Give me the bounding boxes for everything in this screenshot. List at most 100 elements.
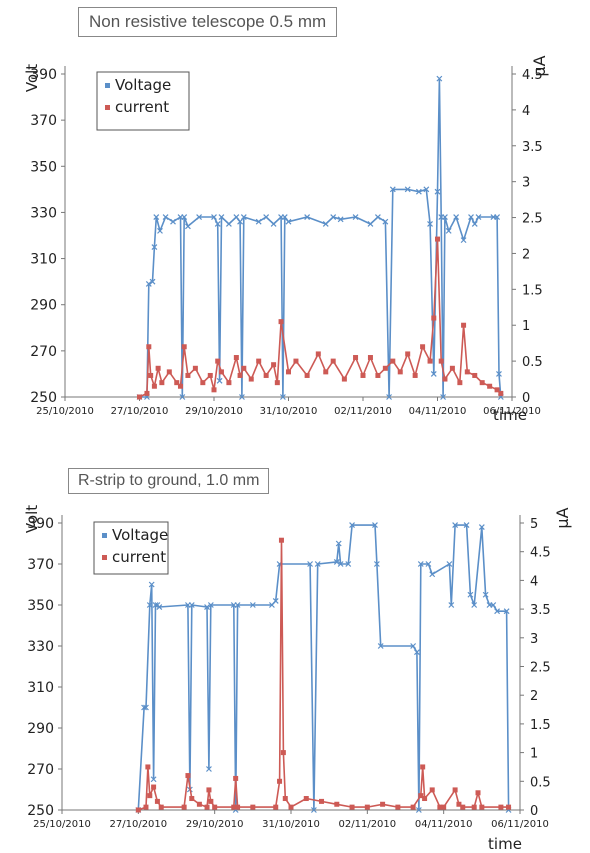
data-point-current — [278, 537, 284, 543]
legend-label-current: current — [115, 98, 169, 116]
legend-label-voltage: Voltage — [115, 76, 171, 94]
data-point-voltage — [446, 561, 453, 567]
x-tick-label: 31/10/2010 — [260, 406, 318, 417]
data-point-current — [494, 387, 500, 393]
y-tick-label-right: 4.5 — [530, 546, 551, 561]
data-point-voltage — [151, 244, 158, 250]
data-point-current — [330, 358, 336, 364]
y-tick-label-right: 3.5 — [530, 603, 551, 618]
data-point-current — [364, 804, 370, 810]
data-point-voltage — [490, 602, 497, 608]
data-point-current — [154, 798, 160, 804]
data-point-voltage — [452, 522, 459, 528]
data-point-current — [147, 793, 153, 799]
data-point-current — [226, 380, 232, 386]
data-point-current — [367, 355, 373, 361]
data-point-current — [274, 380, 280, 386]
data-point-voltage — [272, 597, 279, 604]
data-point-current — [273, 804, 279, 810]
y-axis-label-right: µA — [530, 55, 549, 76]
data-point-current — [422, 796, 428, 802]
data-point-current — [250, 804, 256, 810]
data-point-voltage — [475, 214, 482, 220]
data-point-voltage — [207, 602, 214, 608]
data-point-current — [206, 787, 212, 793]
data-point-current — [412, 372, 418, 378]
data-point-voltage — [335, 540, 342, 547]
data-point-voltage — [374, 214, 381, 220]
data-point-current — [144, 390, 150, 396]
x-tick-label: 04/11/2010 — [409, 406, 467, 417]
y-tick-label-left: 310 — [30, 252, 57, 268]
data-point-voltage — [442, 214, 448, 220]
data-point-current — [204, 804, 210, 810]
data-point-current — [427, 358, 433, 364]
data-point-current — [464, 369, 470, 375]
chart-top-svg: 250 270 290 310 330 350 370 390 0 0.5 1 1.5 2 2.5 3 3.5… — [23, 55, 549, 424]
data-point-voltage — [145, 281, 152, 287]
chart-top-panel: Non resistive telescope 0.5 mm 250 270 290… — [0, 0, 590, 425]
data-point-voltage — [239, 394, 245, 400]
data-point-voltage — [249, 602, 256, 608]
y-tick-label-right: 2 — [522, 247, 530, 262]
data-point-voltage — [285, 218, 292, 225]
data-point-voltage — [337, 216, 344, 223]
data-point-current — [143, 804, 149, 810]
legend-box — [96, 71, 190, 131]
data-point-current — [207, 372, 213, 378]
y-tick-label-left: 350 — [27, 598, 54, 614]
chart-title-top: Non resistive telescope 0.5 mm — [78, 7, 338, 37]
data-point-voltage — [162, 214, 169, 220]
data-point-voltage — [152, 602, 159, 608]
data-point-current — [185, 773, 191, 779]
y-tick-label-right: 0.5 — [522, 355, 543, 370]
data-point-current — [360, 372, 366, 378]
y-tick-label-left: 290 — [27, 721, 54, 737]
data-point-voltage — [453, 214, 460, 220]
data-point-current — [208, 798, 214, 804]
data-point-voltage — [156, 604, 163, 610]
data-point-current — [215, 358, 221, 364]
data-point-current — [472, 372, 478, 378]
data-point-current — [233, 775, 239, 781]
data-point-current — [235, 804, 241, 810]
legend-swatch-current — [102, 555, 107, 560]
data-point-voltage — [440, 394, 447, 400]
y-tick-label-left: 270 — [27, 762, 54, 778]
data-point-voltage — [496, 371, 502, 377]
legend-swatch-current — [105, 105, 110, 110]
data-point-current — [174, 380, 180, 386]
y-tick-label-left: 390 — [27, 516, 54, 532]
legend-swatch-voltage — [105, 83, 110, 88]
data-point-current — [211, 387, 217, 393]
data-point-current — [303, 796, 309, 802]
data-point-voltage — [218, 214, 225, 220]
data-point-voltage — [181, 214, 188, 220]
data-point-voltage — [211, 214, 217, 220]
data-point-voltage — [503, 608, 510, 615]
data-point-voltage — [463, 522, 470, 528]
data-point-current — [375, 372, 381, 378]
data-point-voltage — [281, 214, 288, 220]
data-point-current — [341, 376, 347, 382]
data-point-current — [471, 804, 477, 810]
data-point-current — [475, 790, 481, 796]
data-point-current — [177, 383, 183, 389]
data-point-voltage — [337, 561, 344, 567]
y-tick-label-left: 390 — [30, 67, 57, 83]
data-point-voltage — [448, 602, 455, 608]
data-point-current — [196, 801, 202, 807]
y-tick-label-left: 330 — [30, 205, 57, 221]
data-point-voltage — [468, 214, 474, 220]
data-point-voltage — [255, 218, 262, 225]
data-point-voltage — [430, 371, 437, 377]
y-axis-label-left: Volt — [23, 505, 41, 533]
y-tick-label-right: 3 — [530, 632, 538, 647]
x-tick-label: 25/10/2010 — [36, 406, 94, 417]
data-point-current — [181, 804, 187, 810]
legend-box — [93, 521, 169, 575]
data-point-voltage — [307, 561, 314, 567]
y-tick-label-left: 250 — [30, 390, 57, 406]
data-point-voltage — [427, 221, 433, 227]
data-point-current — [323, 369, 329, 375]
